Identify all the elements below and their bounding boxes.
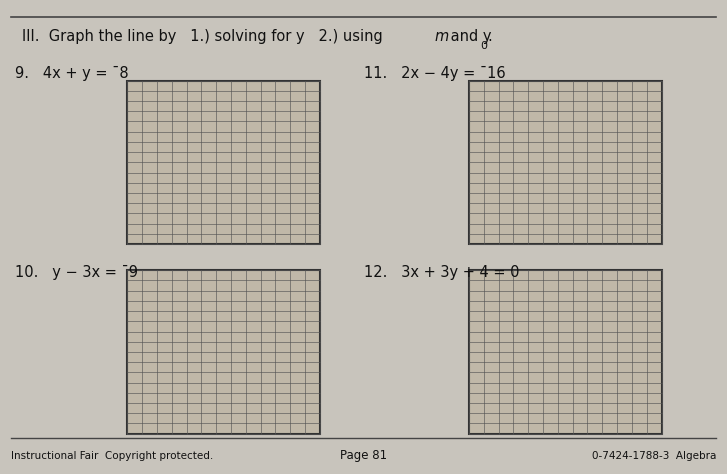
Text: and y: and y: [446, 28, 492, 44]
Text: Page 81: Page 81: [340, 449, 387, 463]
Bar: [469, 270, 662, 434]
Text: 9.   4x + y = ¯8: 9. 4x + y = ¯8: [15, 66, 128, 81]
Text: 12.   3x + 3y + 4 = 0: 12. 3x + 3y + 4 = 0: [364, 265, 519, 280]
Text: 11.   2x − 4y = ¯16: 11. 2x − 4y = ¯16: [364, 66, 505, 81]
Bar: [127, 81, 320, 244]
Bar: [469, 81, 662, 244]
Text: 0: 0: [481, 41, 488, 52]
Text: 10.   y − 3x = ¯9: 10. y − 3x = ¯9: [15, 265, 137, 280]
Text: m: m: [435, 28, 449, 44]
Text: .: .: [488, 28, 493, 44]
Text: Instructional Fair  Copyright protected.: Instructional Fair Copyright protected.: [11, 451, 213, 461]
Text: 0-7424-1788-3  Algebra: 0-7424-1788-3 Algebra: [592, 451, 716, 461]
Bar: [127, 270, 320, 434]
Text: III.  Graph the line by   1.) solving for y   2.) using: III. Graph the line by 1.) solving for y…: [22, 28, 387, 44]
